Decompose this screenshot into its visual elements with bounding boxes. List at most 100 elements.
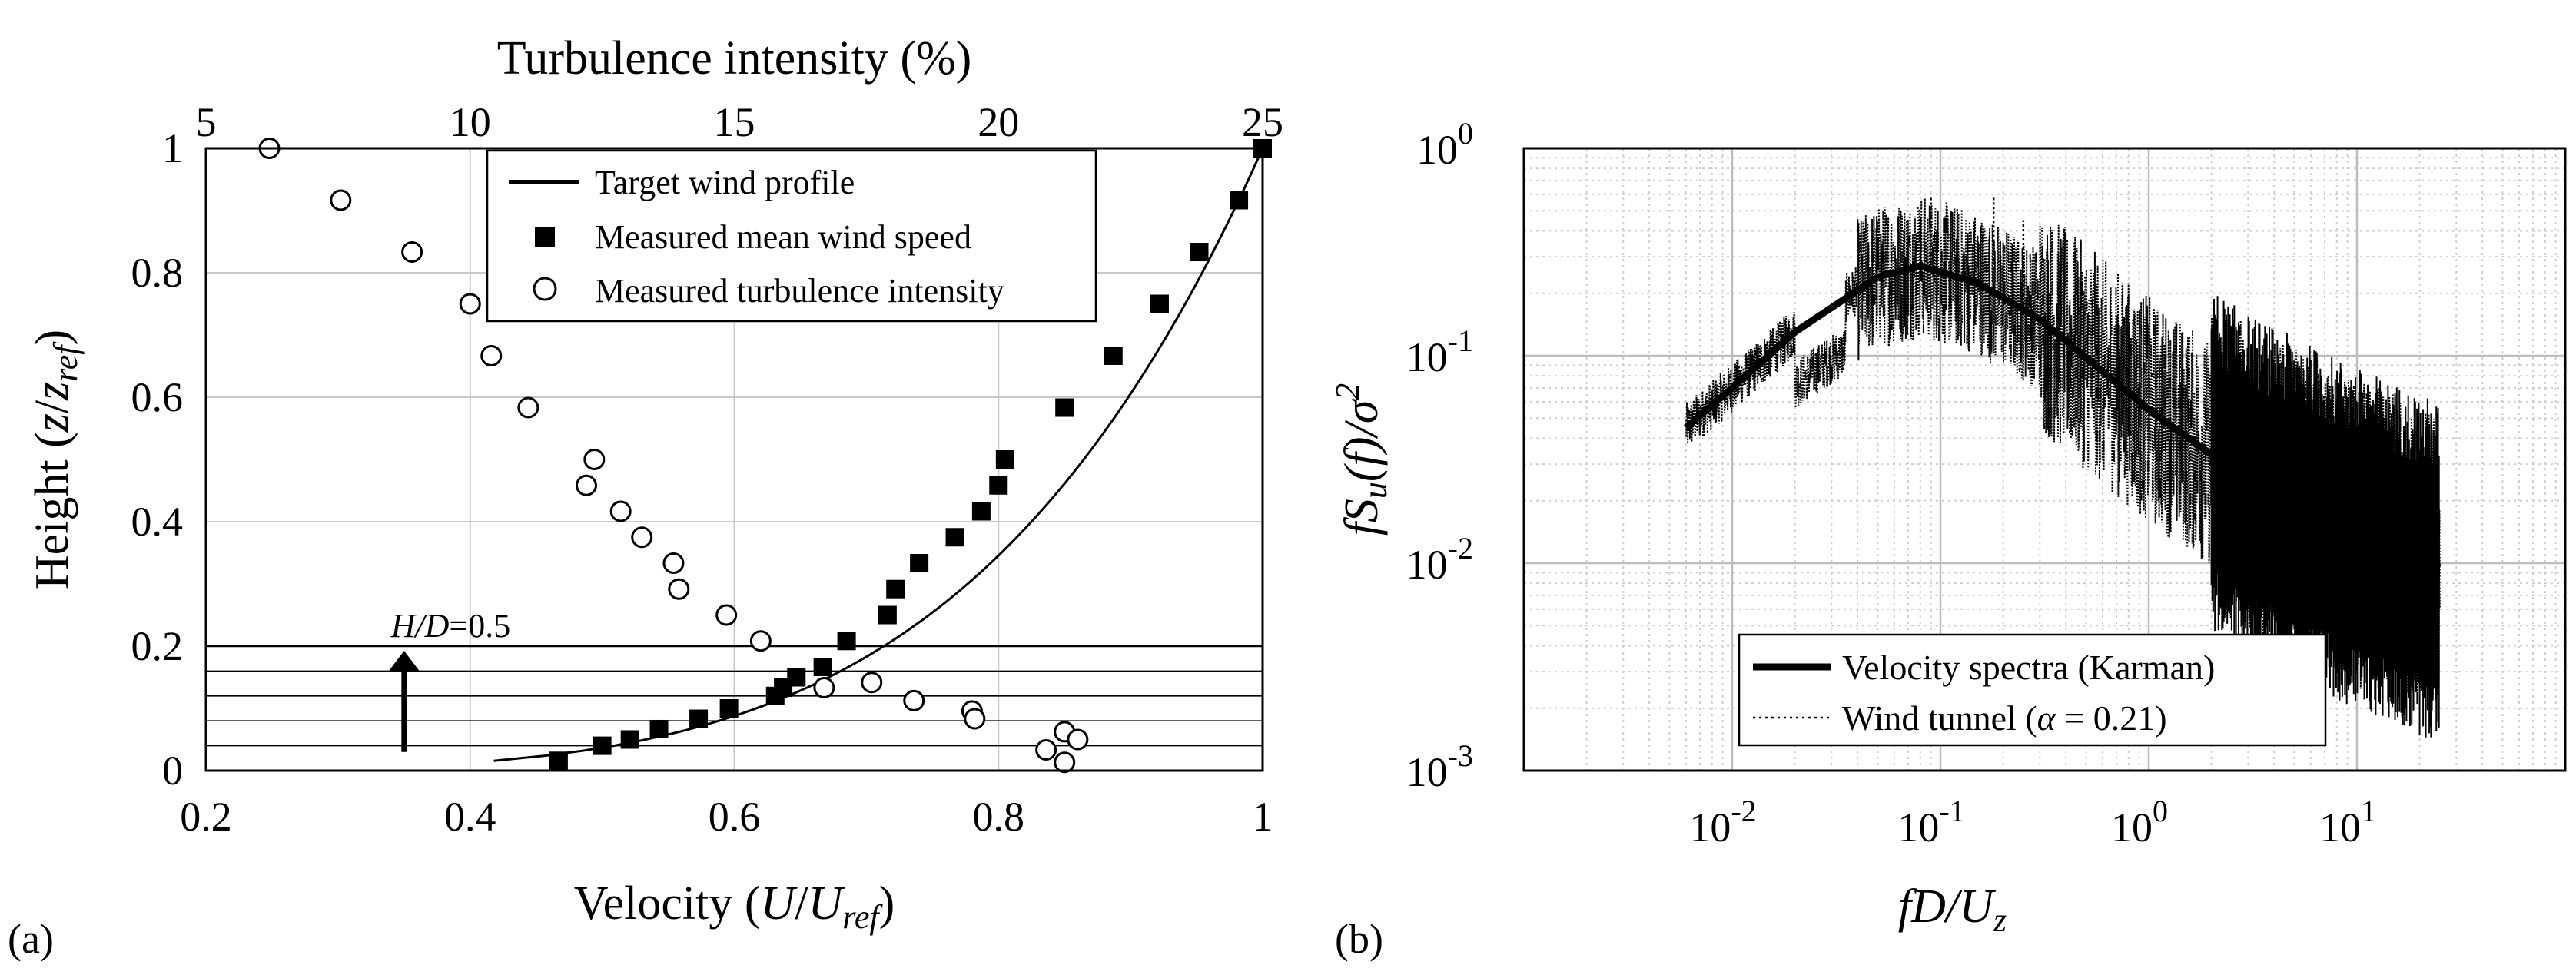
b-x-label-u: U	[1959, 880, 1997, 933]
x-label-prefix: Velocity (	[574, 877, 761, 930]
turbulence-intensity-point	[903, 689, 925, 711]
arrow-head	[388, 651, 420, 672]
y-label-slash: /	[26, 400, 78, 413]
y-label-z: z	[26, 413, 78, 433]
tick-base: 10	[1406, 542, 1448, 588]
tick-base: 10	[1897, 804, 1939, 851]
mean-wind-speed-point	[1150, 294, 1169, 313]
panel-a-top-axis-label: Turbulence intensity (%)	[497, 32, 972, 85]
panel-b-karman-series	[1683, 263, 2442, 572]
mean-wind-speed-point	[971, 502, 991, 521]
legend-label-karman: Velocity spectra (Karman)	[1842, 648, 2215, 687]
mean-wind-speed-point	[689, 709, 709, 728]
turbulence-intensity-point	[609, 500, 632, 522]
panel-a-top-tick-label: 15	[714, 99, 755, 145]
x-label-slash: /	[795, 877, 808, 930]
panel-b-legend-box	[1738, 633, 2327, 747]
tick-exponent: -3	[1448, 738, 1473, 773]
x-label-sub: ref	[842, 898, 883, 936]
turbulence-intensity-point	[330, 189, 352, 211]
panel-a-height-arrow	[388, 651, 420, 752]
panel-a-top-tick-label: 5	[196, 99, 217, 145]
panel-b-y-tick-label: 100	[1416, 116, 1473, 173]
panel-b-legend: Velocity spectra (Karman) Wind tunnel (α…	[1738, 633, 2327, 747]
panel-a-y-tick-label: 0.8	[131, 250, 184, 296]
turbulence-intensity-point	[1067, 728, 1089, 751]
turbulence-intensity-point	[401, 241, 423, 264]
mean-wind-speed-point	[995, 450, 1014, 469]
turbulence-intensity-point	[964, 708, 986, 730]
tick-base: 10	[2319, 804, 2361, 851]
mean-wind-speed-point	[989, 476, 1008, 495]
panel-a-y-tick-label: 1	[162, 125, 183, 171]
turbulence-intensity-point	[480, 344, 503, 366]
y-label-close: )	[26, 330, 78, 346]
mean-wind-speed-point	[910, 554, 929, 573]
b-x-label-sub: z	[1993, 901, 2007, 939]
mean-wind-speed-point	[1230, 191, 1249, 210]
panel-b-x-tick-label: 100	[2111, 794, 2168, 851]
tick-base: 10	[1416, 127, 1458, 173]
panel-a-markers	[258, 138, 1272, 774]
wind-tunnel-label-alpha: α	[2037, 698, 2056, 738]
tick-base: 10	[1406, 334, 1448, 380]
tick-base: 10	[1689, 804, 1731, 851]
turbulence-intensity-point	[1054, 751, 1076, 774]
panel-a-chart: 0.2 0.4 0.6 0.8 100.20.40.60.815 10 15 20 25 Tur…	[8, 32, 1283, 962]
panel-b-x-tick-label: 10-2	[1689, 794, 1756, 851]
panel-b-label: (b)	[1335, 916, 1383, 962]
panel-b-y-tick-label: 10-2	[1406, 531, 1473, 588]
mean-wind-speed-point	[1055, 398, 1074, 417]
mean-wind-speed-point	[787, 668, 806, 687]
panel-a-top-tick-label: 25	[1242, 99, 1283, 145]
x-label-u: U	[761, 877, 798, 930]
turbulence-intensity-point	[668, 578, 690, 600]
legend-label-wind-tunnel: Wind tunnel (α = 0.21)	[1842, 698, 2167, 738]
b-y-label-open: (	[1336, 463, 1388, 482]
mean-wind-speed-point	[719, 699, 739, 718]
legend-circle-marker	[533, 277, 557, 301]
mean-wind-speed-point	[878, 605, 897, 625]
panel-a-y-axis-label: Height (z/zref)	[26, 330, 85, 589]
tick-exponent: -1	[1939, 794, 1964, 828]
y-label-prefix: Height (	[26, 432, 78, 589]
turbulence-intensity-point	[459, 293, 481, 315]
mean-wind-speed-point	[886, 579, 905, 599]
panel-b-x-axis-label: fD/Uz	[1898, 880, 2007, 939]
panel-b-x-tick-label: 101	[2319, 794, 2376, 851]
tick-exponent: 1	[2361, 794, 2376, 828]
panel-a-y-tick-label: 0.6	[131, 374, 184, 420]
b-y-label-sup: 2	[1329, 383, 1366, 400]
tick-base: 10	[2111, 804, 2153, 851]
panel-a-x-tick-label: 0.2	[180, 794, 232, 840]
legend-label-target-profile: Target wind profile	[595, 164, 855, 201]
panel-a-legend-box	[486, 149, 1097, 323]
wind-tunnel-label-pre: Wind tunnel (	[1842, 698, 2037, 738]
turbulence-intensity-point	[861, 672, 883, 694]
turbulence-intensity-point	[576, 474, 597, 496]
legend-label-mean-wind-speed: Measured mean wind speed	[595, 218, 971, 256]
mean-wind-speed-point	[837, 632, 856, 651]
x-label-close: )	[879, 877, 895, 930]
b-x-label-fd: fD	[1898, 880, 1946, 933]
tick-exponent: -1	[1448, 323, 1473, 358]
panel-a-target-profile-curve	[493, 148, 1264, 762]
panel-a-top-tick-label: 20	[978, 99, 1019, 145]
panel-a-x-tick-label: 0.6	[709, 794, 761, 840]
tick-exponent: 0	[1458, 116, 1473, 151]
panel-a-y-tick-label: 0.2	[131, 623, 184, 669]
panel-b-plot-frame	[1522, 147, 2567, 772]
y-label-sub: ref	[47, 341, 85, 382]
panel-a-building-levels	[206, 645, 1263, 747]
legend-square-marker	[535, 227, 555, 247]
mean-wind-speed-point	[945, 528, 964, 547]
panel-b-x-tick-label: 10-1	[1897, 794, 1964, 851]
hd-annotation-value: =0.5	[449, 607, 510, 645]
legend-label-turbulence-intensity: Measured turbulence intensity	[595, 272, 1004, 310]
tick-base: 10	[1406, 749, 1448, 795]
b-y-label-sigma: σ	[1336, 398, 1388, 423]
karman-spectrum-line	[1683, 263, 2442, 572]
turbulence-intensity-point	[715, 604, 738, 626]
mean-wind-speed-point	[1104, 346, 1123, 365]
